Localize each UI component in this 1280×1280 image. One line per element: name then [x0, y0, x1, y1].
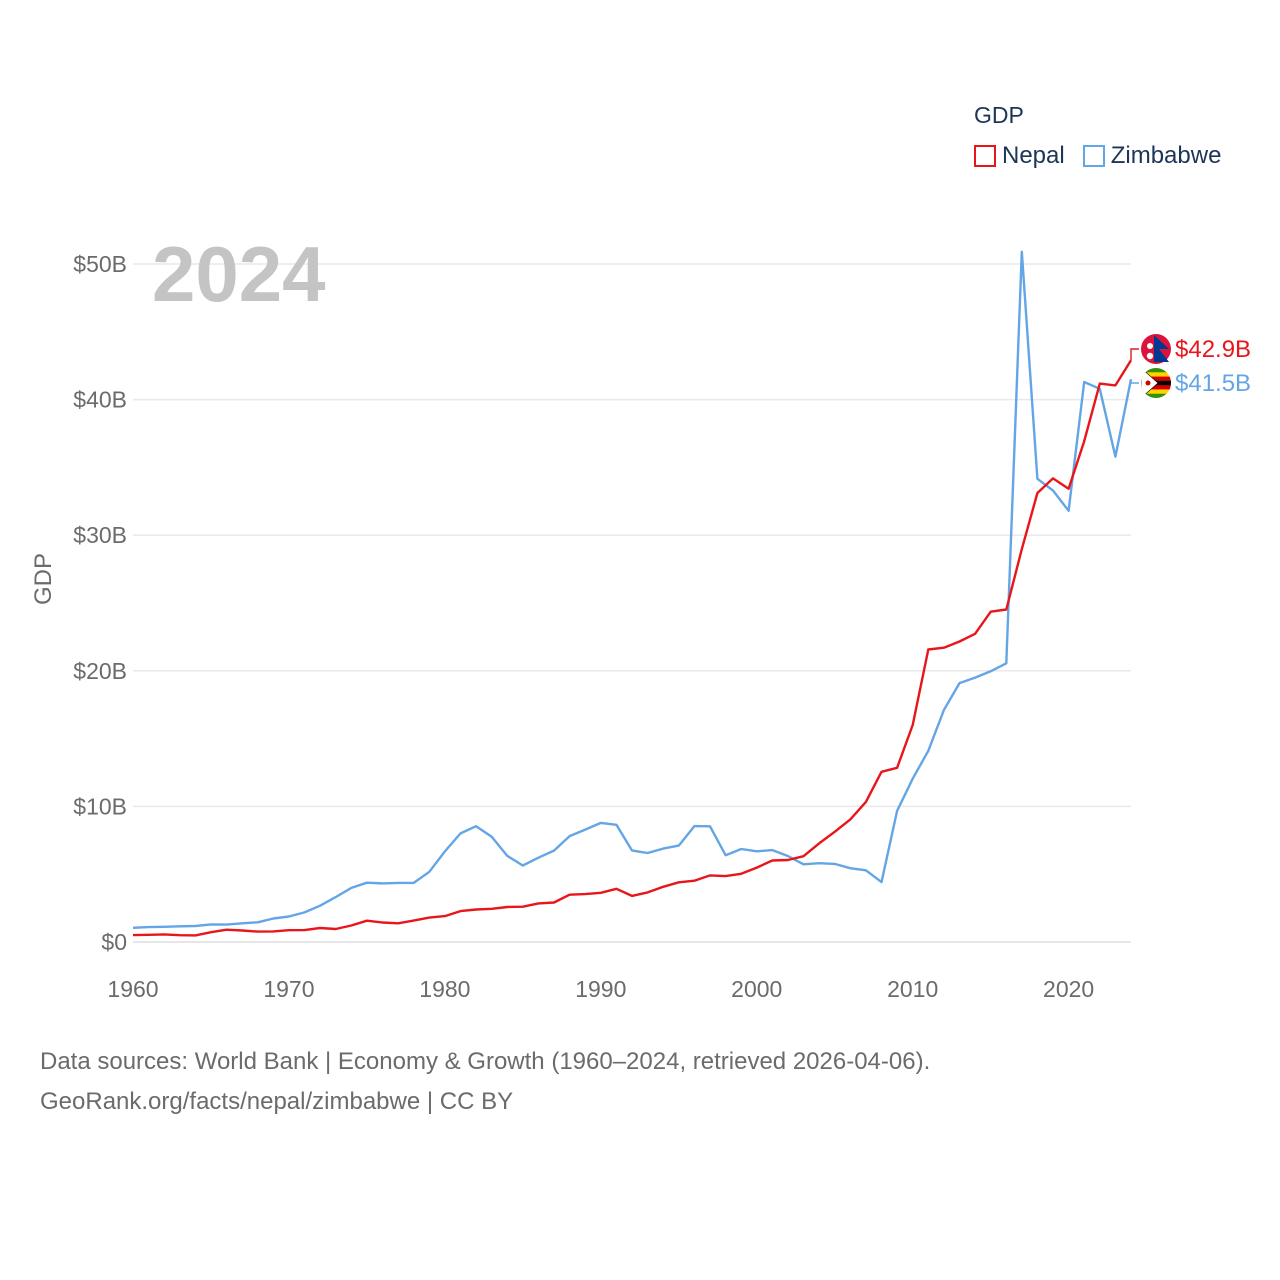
legend-swatch-nepal — [974, 145, 996, 167]
series-line-nepal — [132, 359, 1133, 937]
flag-stripe — [1141, 372, 1171, 378]
legend-item-nepal[interactable]: Nepal — [974, 142, 1065, 170]
flag-stripe — [1141, 385, 1171, 390]
legend: Nepal Zimbabwe — [974, 142, 1221, 170]
x-tick-label: 1960 — [107, 976, 158, 1002]
x-tick-label: 2010 — [887, 976, 938, 1002]
flag-star — [1145, 380, 1151, 386]
flag-sun — [1146, 352, 1154, 360]
end-label-connector — [1130, 379, 1139, 384]
zimbabwe-flag-icon — [1141, 368, 1171, 398]
end-value-label-zimbabwe: $41.5B — [1175, 370, 1251, 397]
legend-title: GDP — [974, 102, 1024, 128]
y-tick-label: $20B — [73, 658, 127, 684]
nepal-flag-icon — [1141, 334, 1171, 364]
legend-swatch-zimbabwe — [1082, 145, 1105, 167]
y-tick-label: $0 — [101, 929, 127, 955]
y-tick-label: $40B — [73, 387, 127, 413]
flag-stripe — [1141, 376, 1171, 382]
legend-label-nepal: Nepal — [1002, 142, 1065, 169]
flag-stripes — [1141, 368, 1171, 398]
flag-border — [1154, 335, 1169, 362]
y-axis-title: GDP — [30, 553, 57, 605]
gdp-line-chart: $0 $10B $20B $30B $40B $50B 1960 1970 1980 1990 20… — [30, 230, 1251, 1002]
x-tick-label: 2020 — [1043, 976, 1094, 1002]
flag-moon — [1147, 343, 1153, 349]
x-tick-label: 1970 — [263, 976, 314, 1002]
legend-item-zimbabwe[interactable]: Zimbabwe — [1082, 142, 1222, 170]
y-tick-label: $50B — [73, 251, 127, 277]
x-tick-label: 2000 — [731, 976, 782, 1002]
end-label-connector — [1130, 348, 1139, 361]
x-tick-label: 1990 — [575, 976, 626, 1002]
data-sources: Data sources: World Bank | Economy & Gro… — [40, 1042, 930, 1122]
flag-stripe — [1141, 393, 1171, 398]
series-line-zimbabwe — [132, 250, 1133, 929]
year-label: 2024 — [152, 230, 326, 318]
end-value-label-nepal: $42.9B — [1175, 336, 1251, 363]
sources-line-2[interactable]: GeoRank.org/facts/nepal/zimbabwe | CC BY — [40, 1088, 514, 1115]
x-tick-label: 1980 — [419, 976, 470, 1002]
sources-line-1: Data sources: World Bank | Economy & Gro… — [40, 1048, 931, 1075]
y-tick-label: $30B — [73, 522, 127, 548]
y-tick-label: $10B — [73, 793, 127, 819]
legend-label-zimbabwe: Zimbabwe — [1110, 142, 1222, 169]
flag-stripe — [1141, 389, 1171, 395]
flag-stripe — [1141, 368, 1171, 373]
